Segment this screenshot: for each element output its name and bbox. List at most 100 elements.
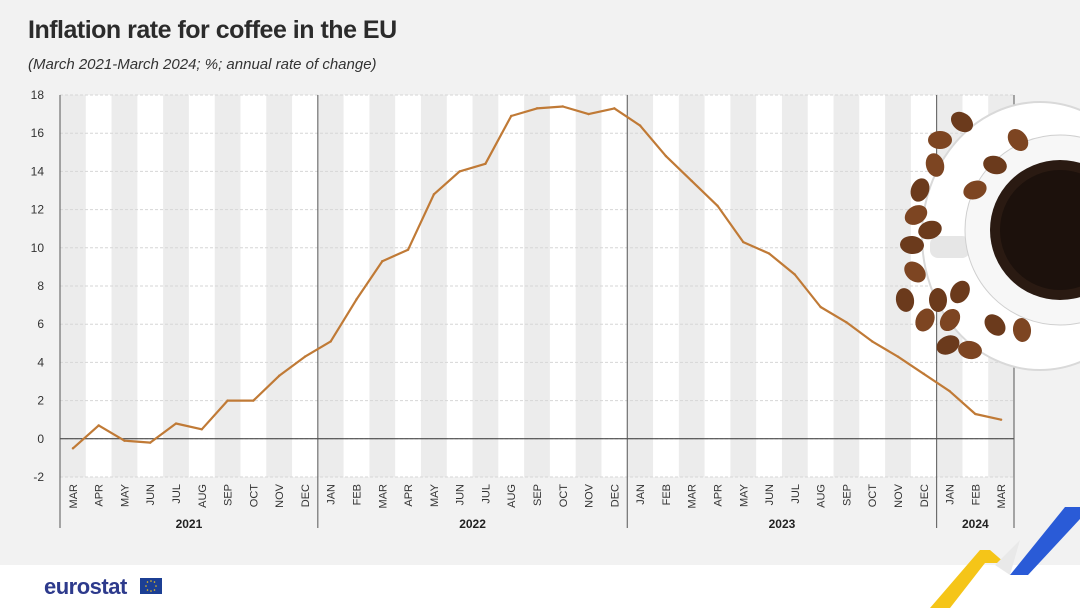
x-tick-label: MAR xyxy=(68,484,80,509)
x-tick-label: OCT xyxy=(558,484,570,508)
year-label: 2022 xyxy=(459,517,486,531)
coffee-bean xyxy=(910,178,930,202)
data-point xyxy=(303,355,307,358)
x-tick-label: FEB xyxy=(970,484,982,505)
x-tick-label: JUL xyxy=(480,484,492,504)
y-tick-label: 6 xyxy=(37,317,44,331)
data-point xyxy=(664,154,668,158)
data-point xyxy=(948,389,951,393)
data-point xyxy=(999,418,1003,421)
data-point xyxy=(226,399,229,402)
data-point xyxy=(458,170,461,173)
x-tick-label: MAY xyxy=(119,483,131,507)
x-tick-label: OCT xyxy=(867,484,879,508)
x-tick-label: APR xyxy=(94,484,106,507)
coffee-bean xyxy=(918,220,942,240)
data-point xyxy=(381,259,384,263)
data-point xyxy=(561,105,564,108)
chart-title: Inflation rate for coffee in the EU xyxy=(28,16,397,44)
data-point xyxy=(587,112,590,116)
x-tick-label: SEP xyxy=(532,484,544,506)
corner-chevron-decoration xyxy=(930,507,1080,608)
coffee-bean xyxy=(950,111,974,133)
coffee-bean xyxy=(950,280,970,304)
coffee-cup-with-beans-icon xyxy=(895,101,1080,371)
x-tick-label: NOV xyxy=(893,483,905,508)
data-point xyxy=(974,412,977,416)
coffee-bean xyxy=(925,153,945,177)
data-point xyxy=(71,447,75,450)
data-point xyxy=(896,355,900,358)
data-point xyxy=(355,298,358,301)
eu-flag-icon xyxy=(140,578,162,594)
data-point xyxy=(484,162,487,165)
x-tick-label: FEB xyxy=(352,484,364,505)
coffee-bean xyxy=(958,340,982,360)
data-point xyxy=(845,321,848,324)
y-tick-label: 18 xyxy=(31,88,45,102)
data-point xyxy=(690,179,693,183)
x-tick-label: NOV xyxy=(274,483,286,508)
x-tick-label: APR xyxy=(712,484,724,507)
y-tick-label: 8 xyxy=(37,279,44,293)
data-point xyxy=(638,124,642,127)
year-label: 2023 xyxy=(769,517,796,531)
x-tick-label: MAR xyxy=(996,484,1008,509)
x-tick-label: SEP xyxy=(223,484,235,506)
line-chart: -2 0 2 4 6 8 10 12 14 16 18 MAR APR MAY JUN JUL AUG SEP OC… xyxy=(31,88,1080,531)
coffee-center xyxy=(1000,170,1080,290)
x-tick-label: JAN xyxy=(945,484,957,505)
data-point xyxy=(870,340,874,343)
x-tick-label: JUL xyxy=(790,484,802,504)
coffee-bean xyxy=(915,308,935,332)
year-label: 2021 xyxy=(176,517,203,531)
coffee-bean xyxy=(928,288,948,312)
coffee-bean xyxy=(895,288,915,312)
y-tick-label: 0 xyxy=(37,432,44,446)
x-tick-label: AUG xyxy=(506,484,518,508)
coffee-bean xyxy=(900,235,924,255)
eurostat-logo: eurostat xyxy=(44,574,127,599)
x-tick-label: FEB xyxy=(661,484,673,505)
x-tick-label: MAY xyxy=(738,483,750,507)
x-tick-label: JAN xyxy=(326,484,338,505)
data-point xyxy=(432,193,436,196)
y-tick-label: -2 xyxy=(33,470,44,484)
x-tick-label: AUG xyxy=(197,484,209,508)
data-point xyxy=(767,252,771,255)
data-point xyxy=(329,340,332,343)
y-tick-label: 2 xyxy=(37,394,44,408)
x-tick-label: MAR xyxy=(687,484,699,509)
data-point xyxy=(123,439,126,442)
x-tick-label: DEC xyxy=(919,484,931,507)
year-label: 2024 xyxy=(962,517,989,531)
x-tick-label: NOV xyxy=(584,483,596,508)
x-tick-label: JAN xyxy=(635,484,647,505)
y-tick-label: 14 xyxy=(31,164,45,178)
y-tick-label: 10 xyxy=(31,241,45,255)
data-point xyxy=(716,204,719,207)
x-tick-label: JUN xyxy=(145,484,157,505)
data-point xyxy=(406,248,410,251)
coffee-bean xyxy=(963,180,987,200)
data-point xyxy=(149,441,152,444)
cup-handle xyxy=(930,236,970,258)
coffee-bean xyxy=(983,155,1007,175)
coffee-bean xyxy=(984,314,1006,336)
data-point xyxy=(252,399,255,402)
x-tick-label: JUN xyxy=(764,484,776,505)
coffee-bean xyxy=(904,205,928,225)
coffee-bean xyxy=(904,261,926,283)
coffee-bean xyxy=(939,308,961,332)
y-tick-label: 12 xyxy=(31,203,45,217)
data-point xyxy=(742,240,745,244)
data-point xyxy=(793,273,797,276)
chart-subtitle: (March 2021-March 2024; %; annual rate o… xyxy=(28,56,377,73)
x-tick-label: JUL xyxy=(171,484,183,504)
y-tick-label: 4 xyxy=(37,355,44,369)
x-tick-label: MAR xyxy=(377,484,389,509)
data-point xyxy=(535,107,539,110)
x-tick-label: MAY xyxy=(429,483,441,507)
data-point xyxy=(174,422,178,425)
data-point xyxy=(510,114,513,118)
